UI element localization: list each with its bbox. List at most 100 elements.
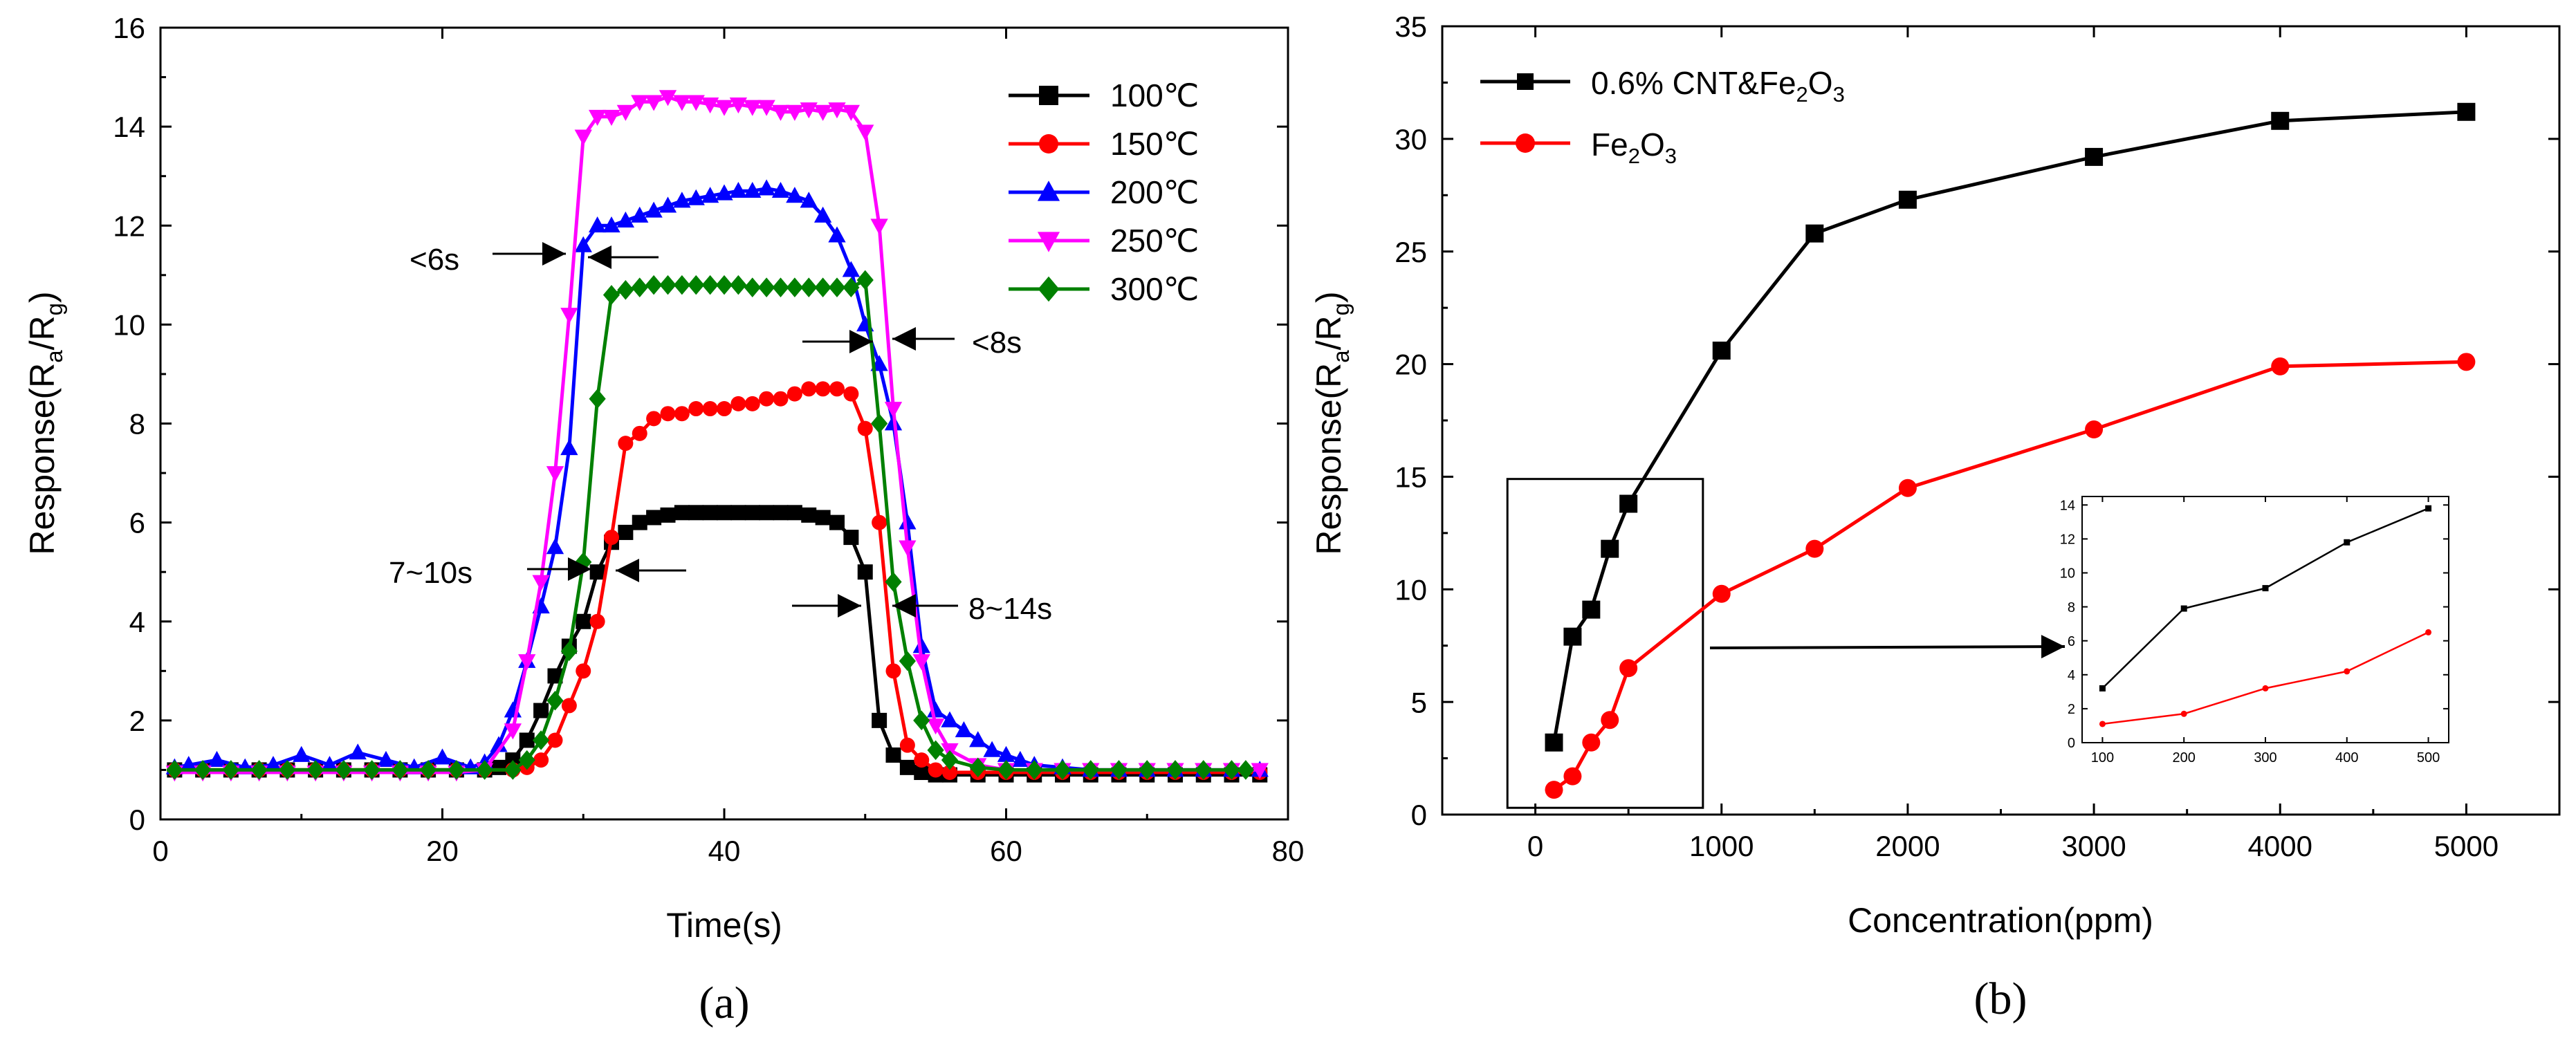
data-point: [659, 196, 677, 213]
data-point: [829, 514, 845, 530]
x-tick-label: 3000: [2061, 830, 2126, 862]
data-point: [786, 187, 804, 203]
data-point: [2344, 539, 2350, 546]
x-tick-label: 0: [152, 835, 168, 867]
data-point: [645, 201, 663, 218]
panel-label-b: (b): [1974, 974, 2027, 1024]
data-point: [899, 513, 917, 530]
data-point: [801, 507, 817, 523]
data-point: [1545, 733, 1563, 752]
data-point: [771, 181, 790, 198]
data-point: [1195, 760, 1212, 780]
legend-a: 100℃ 150℃ 200℃ 250℃ 300℃: [1009, 77, 1199, 307]
y-tick-label: 8: [2068, 600, 2075, 615]
data-point: [969, 757, 986, 778]
y-tick-label: 0: [2068, 736, 2075, 751]
data-point: [588, 109, 607, 127]
y-tick-label: 10: [113, 308, 145, 341]
data-point: [1166, 760, 1184, 780]
data-point: [744, 396, 760, 411]
data-point: [702, 505, 718, 521]
data-point: [2262, 685, 2269, 691]
data-point: [659, 275, 677, 295]
data-point: [448, 760, 465, 780]
x-tick-label: 20: [426, 835, 459, 867]
data-point: [561, 698, 577, 714]
data-point: [618, 436, 634, 452]
x-tick-label: 100: [2091, 750, 2114, 765]
annotations-a: <6s <8s 7~10s 8~14s: [389, 242, 1052, 626]
data-point: [872, 712, 887, 728]
data-point: [688, 505, 704, 521]
data-point: [729, 98, 748, 114]
data-point: [433, 748, 452, 765]
y-tick-label: 0: [1411, 799, 1427, 831]
series-group-a: [165, 90, 1269, 783]
data-point: [926, 718, 945, 735]
data-point: [1139, 760, 1156, 780]
y-tick-label: 6: [2068, 634, 2075, 649]
data-point: [885, 663, 901, 679]
data-point: [872, 514, 887, 530]
data-point: [673, 275, 690, 295]
data-point: [828, 226, 846, 243]
data-point: [604, 530, 619, 546]
data-point: [1054, 760, 1071, 780]
y-tick-label: 14: [113, 111, 145, 143]
x-tick-label: 60: [990, 835, 1022, 867]
x-tick-label: 5000: [2434, 830, 2499, 862]
data-point: [912, 637, 930, 653]
data-point: [2085, 420, 2104, 439]
data-point: [533, 752, 549, 768]
data-point: [828, 102, 846, 119]
data-point: [701, 98, 719, 114]
data-point: [547, 732, 563, 748]
data-point: [843, 530, 859, 546]
data-point: [560, 308, 578, 324]
x-tick-label: 400: [2335, 750, 2358, 765]
data-point: [857, 564, 873, 580]
data-point: [715, 184, 733, 201]
data-point: [504, 760, 522, 780]
data-point: [616, 104, 635, 121]
data-point: [646, 411, 662, 427]
legend-label: 100℃: [1110, 77, 1199, 113]
data-point: [842, 104, 861, 121]
data-point: [166, 760, 183, 780]
data-point: [701, 187, 719, 203]
data-point: [773, 505, 789, 521]
legend-label: 150℃: [1110, 126, 1199, 162]
data-point: [801, 381, 817, 397]
data-point: [363, 760, 380, 780]
data-point: [1563, 627, 1582, 646]
y-tick-label: 35: [1395, 10, 1427, 43]
legend-label-fe2o3: Fe2O3: [1591, 127, 1677, 168]
data-point: [547, 668, 563, 684]
data-point: [829, 381, 845, 397]
x-tick-label: 200: [2173, 750, 2196, 765]
data-point: [2085, 147, 2104, 166]
data-point: [717, 401, 732, 417]
data-point: [843, 277, 860, 298]
data-point: [800, 192, 818, 208]
y-axis-title-b: Response(Ra/Rg): [1309, 291, 1354, 555]
y-tick-label: 16: [113, 12, 145, 44]
data-point: [884, 402, 903, 418]
data-point: [1805, 224, 1824, 243]
data-point: [1619, 659, 1638, 678]
data-point: [335, 760, 352, 780]
data-point: [1223, 760, 1240, 780]
data-point: [771, 104, 790, 121]
data-point: [1251, 763, 1269, 779]
annotation-7-10s: 7~10s: [389, 556, 472, 590]
data-point: [617, 279, 634, 300]
x-tick-label: 0: [1527, 830, 1543, 862]
x-tick-label: 40: [708, 835, 741, 867]
data-point: [914, 765, 930, 781]
data-point: [912, 654, 930, 671]
x-tick-label: 80: [1272, 835, 1305, 867]
data-point: [518, 654, 536, 671]
data-point: [813, 206, 832, 223]
